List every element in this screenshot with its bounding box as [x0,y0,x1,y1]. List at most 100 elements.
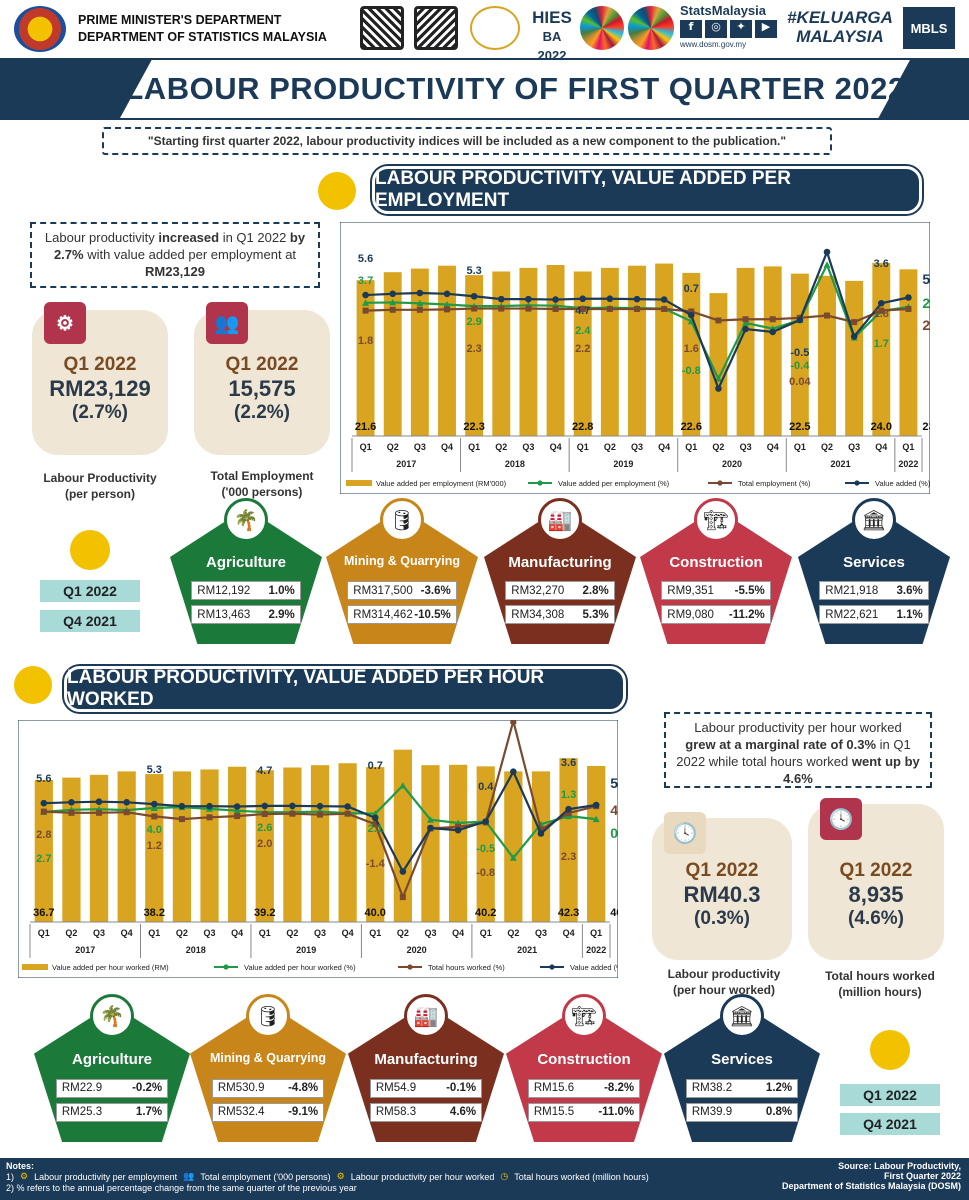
sector-value: RM530.9 [217,1082,265,1095]
data-label: 2.3 [466,343,481,355]
data-label: 0.7 [368,760,383,772]
hies-logo: HIES BA 2022 [528,8,576,65]
card-label: Labour productivity (per hour worked) [644,966,804,998]
data-label: 40.3 [610,907,618,919]
sector-name: Services [711,1050,773,1068]
sector-pct: 1.7% [135,1106,163,1119]
sector-value-row: RM317,500 -3.6% [347,581,457,601]
bar [872,262,891,436]
tick-label: Q3 [314,928,326,938]
data-label: 2.8 [36,829,51,841]
card-quarter: Q1 2022 [225,354,299,375]
card-label-line: Labour productivity [667,967,781,981]
sector-value: RM22,621 [825,608,879,621]
sector-pct: -9.1% [288,1106,319,1119]
data-label: 1.6 [684,343,699,355]
sector-value: RM34,308 [511,608,565,621]
sector-pct: 1.0% [268,584,295,597]
data-label: 2.6 [257,822,272,834]
note-text: increased [158,230,220,245]
series-point [289,810,296,817]
card-pct: (2.2%) [234,402,290,423]
bar [34,779,53,922]
qr-code-icon[interactable] [414,6,458,50]
year-label: 2018 [505,459,525,469]
legend-marker [407,964,413,970]
series-point [416,299,424,307]
bar [504,771,523,922]
sector-value: RM15.6 [533,1082,575,1095]
sector-manufacturing: 🏭 Manufacturing RM54.9 -0.1% RM58.3 4.6% [348,994,504,1142]
data-label: 3.7 [358,275,373,287]
data-label: -0.8 [682,365,701,377]
data-label: 23.1 [922,421,930,433]
sector-value-row: RM58.3 4.6% [369,1102,483,1122]
sector-value-row: RM25.3 1.7% [55,1102,169,1122]
instagram-icon[interactable]: ◎ [705,20,727,38]
sector-pct: -10.5% [414,608,451,621]
card-label: Total Employment ('000 persons) [182,468,342,500]
series-point [399,782,407,789]
tick-label: Q1 [902,442,914,452]
sector-value: RM32,270 [511,584,565,597]
data-label: 21.6 [355,421,376,433]
social-icons: f ◎ ✦ ▶ [680,20,777,38]
twitter-icon[interactable]: ✦ [730,20,752,38]
sector-name: Mining & Quarrying [344,554,460,569]
bar [709,293,728,436]
tick-label: Q2 [176,928,188,938]
sector-value-row: RM15.5 -11.0% [527,1102,641,1122]
tick-label: Q1 [480,928,492,938]
year-label: 2021 [831,459,851,469]
employment-chart: Q1 Q2 Q3 Q4 Q1 Q2 Q3 Q4 Q1 Q2 Q3 Q4 Q1 Q2 Q3 Q4 Q1 Q2 Q3 Q4… [340,222,930,494]
qr-code-icon[interactable] [360,6,404,50]
series-point [509,854,517,861]
series-point [714,375,722,382]
data-label: 4.6 [610,802,618,818]
series-point [427,824,434,832]
facebook-icon[interactable]: f [680,20,702,38]
page-title: LABOUR PRODUCTIVITY OF FIRST QUARTER 202… [124,71,906,106]
bar [600,267,619,436]
sector-name: Agriculture [71,1050,152,1068]
series-point [371,814,379,822]
series-point [96,809,103,816]
tick-label: Q2 [65,928,77,938]
card-value: 15,575 [228,376,296,401]
tick-label: Q4 [441,442,453,452]
sector-value-row: RM9,080 -11.2% [661,605,771,625]
org-line-2: DEPARTMENT OF STATISTICS MALAYSIA [78,30,327,44]
sector-name: Manufacturing [374,1050,478,1068]
series-point [823,248,831,256]
card-label-line: (million hours) [838,985,922,999]
intro-quote: "Starting first quarter 2022, labour pro… [102,127,832,155]
quarter-tag: Q4 2021 [840,1113,940,1135]
tick-label: Q1 [259,928,271,938]
series-point [471,305,478,312]
sector-agriculture: 🌴 Agriculture RM22.9 -0.2% RM25.3 1.7% [34,994,190,1142]
oil-rig-icon: 🛢 [380,498,424,542]
series-point [769,328,777,336]
palm-tree-icon: 🌴 [224,498,268,542]
data-label: 2.3 [561,851,576,863]
series-point [687,311,695,319]
note-text: Labour productivity per employment [34,1171,178,1182]
tick-label: Q4 [121,928,133,938]
year-label: 2017 [396,459,416,469]
series-point [606,305,613,312]
series-point [95,798,103,805]
note-text: by 2.7% [53,230,306,262]
note-text: in Q1 2022 while total hours worked [676,737,911,769]
series-point [399,894,406,901]
employment-gear-icon [318,172,356,210]
bar [310,765,330,922]
stats-url[interactable]: www.dosm.gov.my [680,40,747,49]
youtube-icon[interactable]: ▶ [755,20,777,38]
series-point [123,809,130,816]
oil-rig-icon: 🛢 [246,994,290,1038]
note-text: in Q1 2022 [219,230,290,245]
series-point [510,768,517,775]
sector-name: Agriculture [205,554,286,572]
series-point [234,813,241,820]
bar [845,280,864,436]
